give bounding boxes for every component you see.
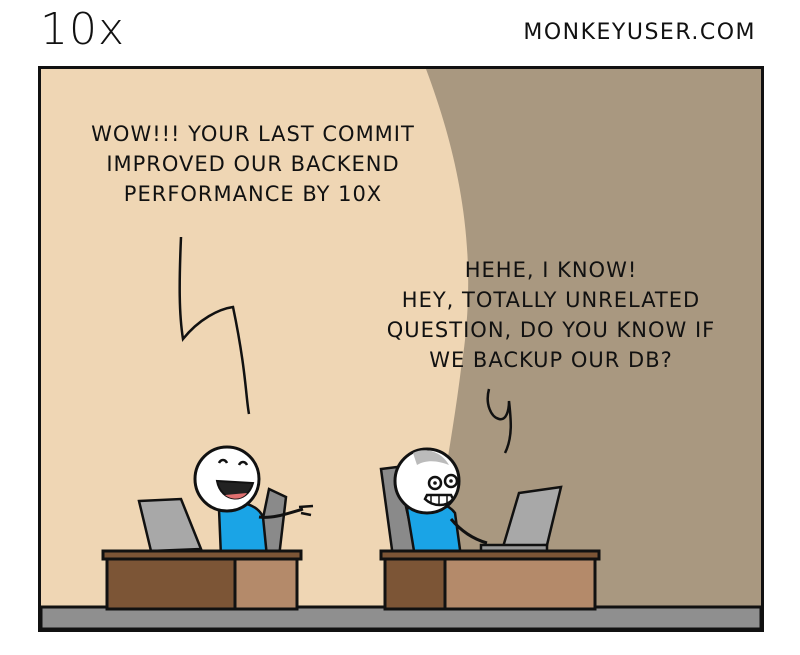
speech-boss-line-2: IMPROVED OUR BACKEND — [106, 152, 400, 176]
speech-dev-line-2: HEY, TOTALLY UNRELATED — [401, 288, 701, 312]
comic-title: 10x — [40, 4, 126, 55]
speech-boss: WOW!!! YOUR LAST COMMIT IMPROVED OUR BAC… — [83, 119, 423, 209]
speech-tail-dev — [486, 388, 512, 454]
boss-character — [101, 445, 314, 611]
boss-desk-side — [233, 553, 299, 611]
speech-tail-boss — [178, 236, 251, 415]
site-name: MONKEYUSER.COM — [523, 20, 756, 45]
dev-desk-side — [443, 553, 597, 611]
speech-boss-line-1: WOW!!! YOUR LAST COMMIT — [91, 122, 415, 146]
speech-boss-line-3: PERFORMANCE BY 10X — [123, 182, 383, 206]
developer-character — [379, 447, 601, 611]
boss-laptop — [137, 497, 203, 553]
scene-illustration — [41, 69, 761, 629]
speech-dev-line-1: HEHE, I KNOW! — [464, 258, 638, 282]
boss-desk-front — [105, 553, 237, 611]
dev-desk-front — [383, 553, 447, 611]
speech-dev: HEHE, I KNOW! HEY, TOTALLY UNRELATED QUE… — [386, 255, 716, 375]
comic-panel: WOW!!! YOUR LAST COMMIT IMPROVED OUR BAC… — [38, 66, 764, 632]
speech-dev-line-4: WE BACKUP OUR DB? — [429, 348, 673, 372]
wall-shadow — [421, 69, 761, 629]
boss-head — [193, 445, 261, 513]
speech-dev-line-3: QUESTION, DO YOU KNOW IF — [386, 318, 716, 342]
